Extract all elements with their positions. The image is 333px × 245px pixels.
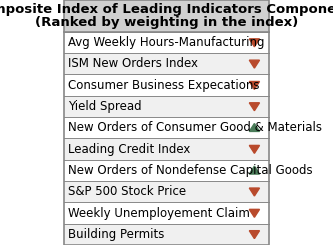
FancyBboxPatch shape — [64, 96, 269, 117]
Polygon shape — [249, 81, 259, 89]
Text: Avg Weekly Hours-Manufacturing: Avg Weekly Hours-Manufacturing — [68, 36, 265, 49]
Text: Weekly Unemployement Claim: Weekly Unemployement Claim — [68, 207, 250, 220]
Polygon shape — [249, 39, 259, 47]
Text: Yield Spread: Yield Spread — [68, 100, 142, 113]
FancyBboxPatch shape — [64, 53, 269, 74]
Text: S&P 500 Stock Price: S&P 500 Stock Price — [68, 185, 186, 198]
Text: ISM New Orders Index: ISM New Orders Index — [68, 57, 198, 70]
Text: Composite Index of Leading Indicators Components: Composite Index of Leading Indicators Co… — [0, 3, 333, 16]
Polygon shape — [249, 231, 259, 239]
FancyBboxPatch shape — [64, 202, 269, 224]
Polygon shape — [249, 188, 259, 196]
Polygon shape — [249, 123, 259, 131]
FancyBboxPatch shape — [64, 160, 269, 181]
Polygon shape — [249, 166, 259, 174]
FancyBboxPatch shape — [64, 138, 269, 160]
Text: Consumer Business Expecations: Consumer Business Expecations — [68, 79, 260, 92]
Text: New Orders of Consumer Good & Materials: New Orders of Consumer Good & Materials — [68, 121, 322, 134]
FancyBboxPatch shape — [64, 74, 269, 96]
FancyBboxPatch shape — [64, 181, 269, 202]
FancyBboxPatch shape — [64, 224, 269, 245]
Text: New Orders of Nondefense Capital Goods: New Orders of Nondefense Capital Goods — [68, 164, 313, 177]
Text: (Ranked by weighting in the index): (Ranked by weighting in the index) — [35, 15, 298, 29]
Polygon shape — [249, 60, 259, 68]
Polygon shape — [249, 209, 259, 217]
Text: Leading Credit Index: Leading Credit Index — [68, 143, 191, 156]
Polygon shape — [249, 145, 259, 153]
Text: Building Permits: Building Permits — [68, 228, 165, 241]
FancyBboxPatch shape — [64, 0, 269, 32]
FancyBboxPatch shape — [64, 32, 269, 53]
FancyBboxPatch shape — [64, 117, 269, 138]
Polygon shape — [249, 103, 259, 111]
